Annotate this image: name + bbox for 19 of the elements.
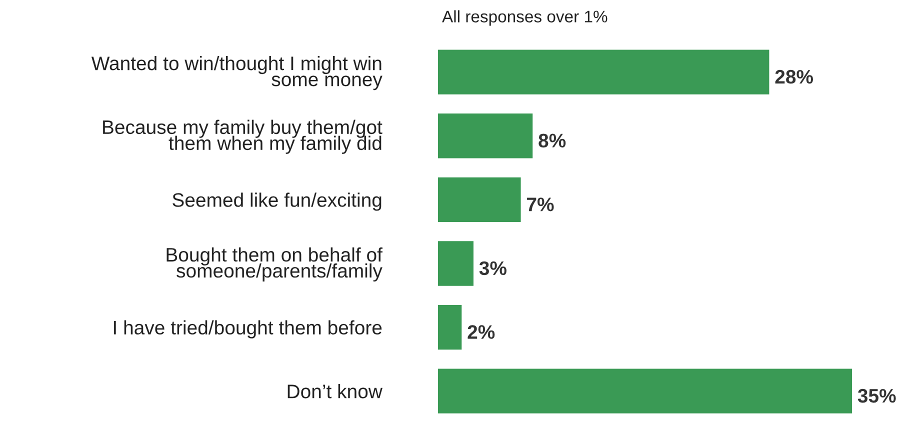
bar	[438, 114, 533, 158]
chart-subtitle: All responses over 1%	[442, 10, 608, 26]
y-tick-label: Don’t know	[288, 384, 382, 398]
data-label: 7%	[527, 198, 554, 212]
bar	[438, 50, 770, 94]
data-label: 35%	[858, 388, 896, 403]
data-label: 3%	[479, 261, 506, 276]
y-tick-label: Bought them on behalf of someone/parents/family	[166, 247, 382, 282]
y-tick-label: I have tried/bought them before	[114, 320, 382, 338]
y-tick-label: Wanted to win/thought I might win some money	[91, 56, 382, 90]
bar	[438, 241, 474, 286]
bar	[438, 177, 521, 222]
y-tick-label: Because my family buy them/got them when my family did	[103, 120, 382, 154]
bar	[438, 304, 462, 350]
data-label: 28%	[775, 70, 814, 84]
data-label: 2%	[468, 325, 495, 339]
bar	[438, 368, 852, 414]
y-tick-label: Seemed like fun/exciting	[172, 192, 382, 211]
data-label: 8%	[538, 134, 566, 148]
